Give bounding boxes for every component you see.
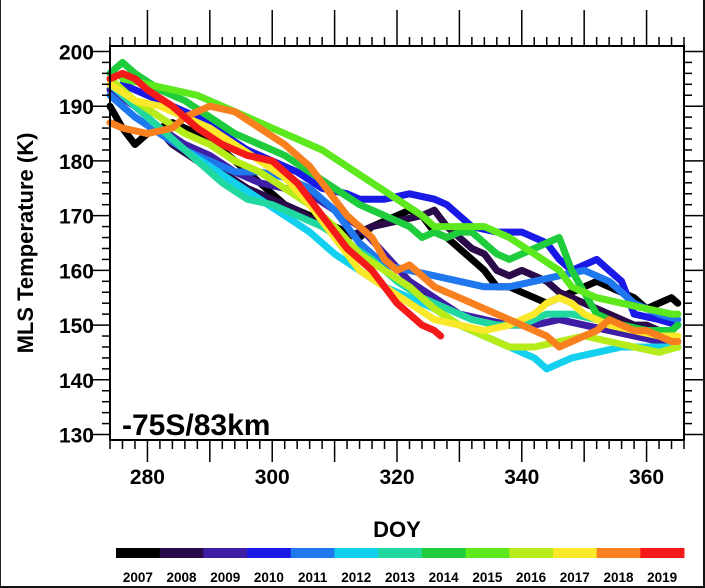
series-line-2017 <box>106 80 682 340</box>
x-tick-label: 360 <box>629 466 664 489</box>
legend-swatch-2009 <box>203 548 248 558</box>
legend-label-2012: 2012 <box>341 570 371 585</box>
legend-label-2010: 2010 <box>254 570 284 585</box>
series-line-2019 <box>106 69 445 340</box>
legend-swatch-2011 <box>290 548 335 558</box>
x-axis-title: DOY <box>373 517 421 542</box>
series-group <box>106 58 682 373</box>
legend-swatch-2018 <box>596 548 641 558</box>
series-line-2014 <box>106 58 682 335</box>
legend-label-2016: 2016 <box>516 570 547 585</box>
y-tick-label: 180 <box>59 151 94 174</box>
y-tick-label: 200 <box>59 41 94 64</box>
legend-label-2019: 2019 <box>647 570 677 585</box>
y-tick-label: 170 <box>59 206 94 229</box>
legend-label-2009: 2009 <box>210 570 240 585</box>
legend-swatch-2015 <box>465 548 510 558</box>
legend-label-2013: 2013 <box>385 570 416 585</box>
legend-label-2018: 2018 <box>603 570 634 585</box>
series-line-2008 <box>119 91 682 335</box>
y-tick-label: 150 <box>59 315 94 338</box>
legend-swatch-2013 <box>378 548 423 558</box>
legend-swatch-2016 <box>509 548 554 558</box>
y-tick-label: 130 <box>59 425 94 448</box>
y-axis-title: MLS Temperature (K) <box>13 133 38 354</box>
legend-label-2015: 2015 <box>472 570 503 585</box>
legend-label-2008: 2008 <box>167 570 198 585</box>
ticks-group: 280 300 320 340 360 130 140 150 160 170 180 190 200 <box>59 10 703 489</box>
legend-swatch-2019 <box>640 548 685 558</box>
legend-label-2007: 2007 <box>123 570 153 585</box>
legend-swatch-2008 <box>159 548 204 558</box>
legend-label-2014: 2014 <box>429 570 460 585</box>
x-tick-label: 300 <box>255 466 290 489</box>
legend-label-2017: 2017 <box>560 570 590 585</box>
x-tick-label: 340 <box>504 466 539 489</box>
y-tick-label: 160 <box>59 260 94 283</box>
x-tick-label: 320 <box>379 466 414 489</box>
series-line-2018 <box>106 102 682 351</box>
legend-colorbar: 2007 2008 2009 2010 2011 2012 2013 2014 2015 2016… <box>116 548 685 585</box>
legend-swatch-2010 <box>247 548 292 558</box>
y-tick-label: 140 <box>59 370 94 393</box>
legend-swatch-2007 <box>116 548 161 558</box>
location-annotation: -75S/83km <box>122 409 270 442</box>
x-tick-label: 280 <box>130 466 165 489</box>
legend-swatch-2012 <box>334 548 379 558</box>
series-line-2012 <box>106 80 682 373</box>
legend-swatch-2017 <box>552 548 598 558</box>
legend-swatch-2014 <box>421 548 467 558</box>
legend-label-2011: 2011 <box>298 570 328 585</box>
y-tick-label: 190 <box>59 96 94 119</box>
